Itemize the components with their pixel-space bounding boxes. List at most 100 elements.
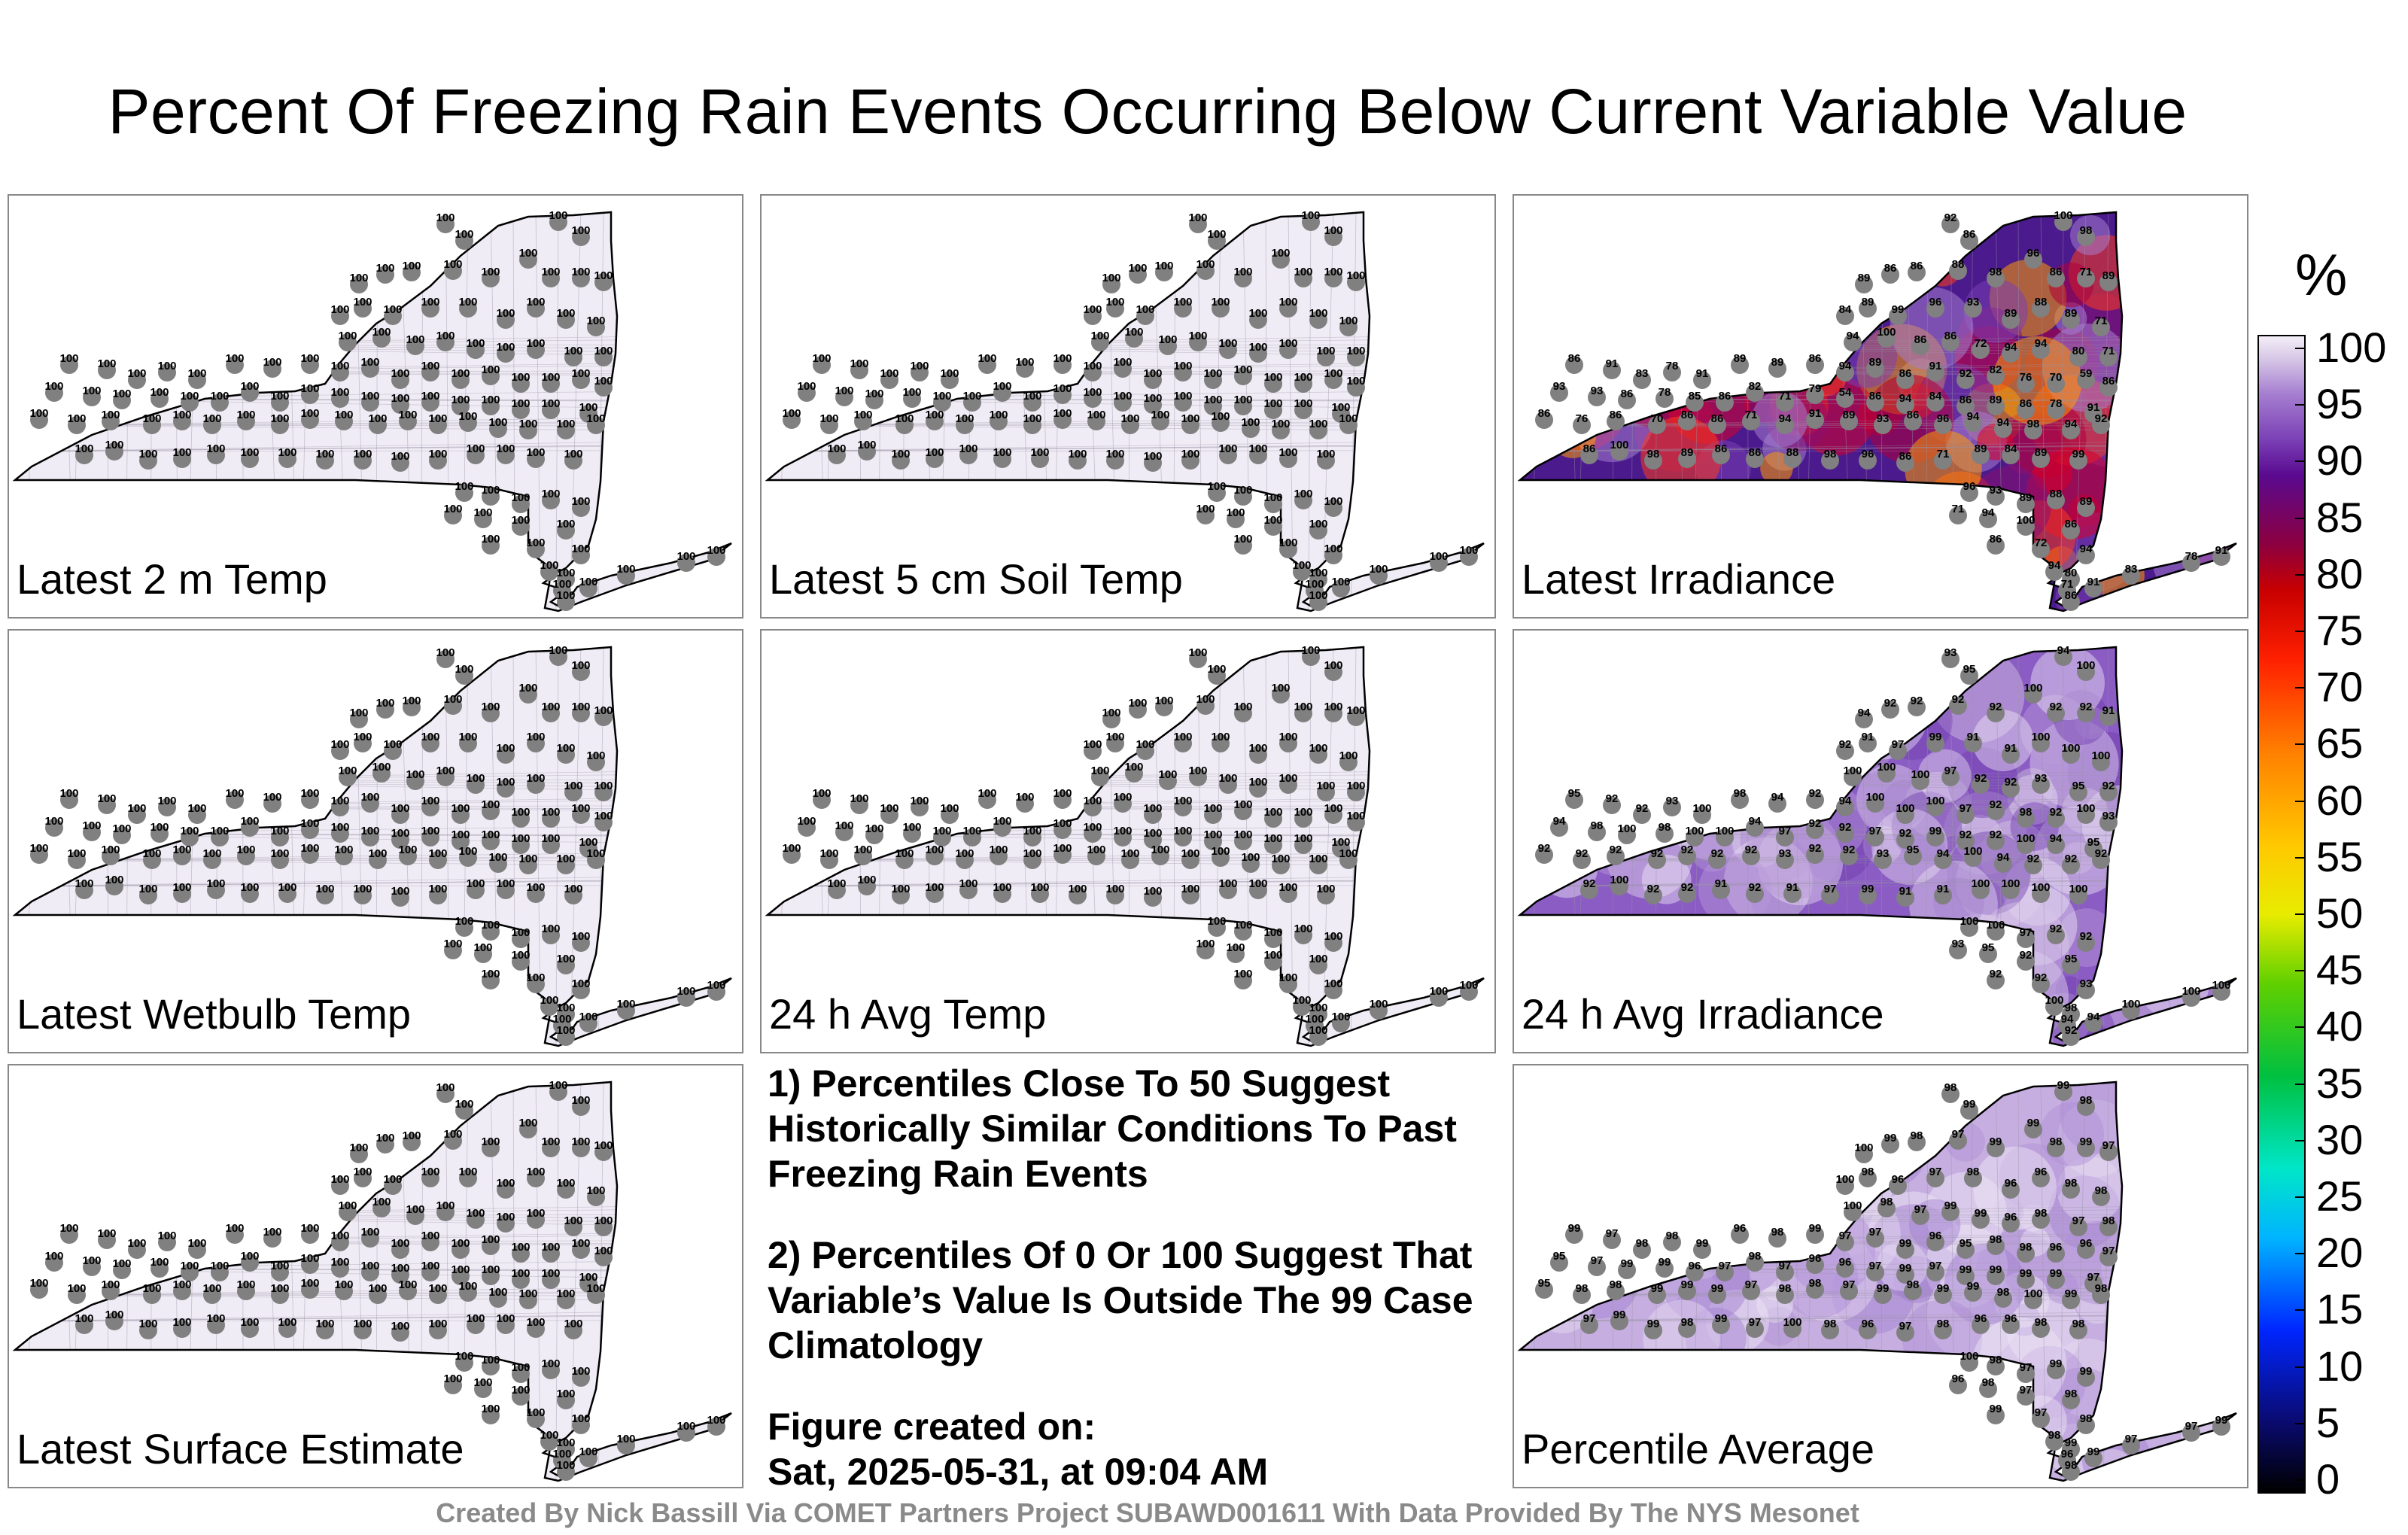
- station-marker: [241, 885, 259, 903]
- station-value: 100: [59, 787, 78, 800]
- station-value: 93: [1666, 795, 1679, 807]
- station-value: 100: [29, 842, 48, 855]
- station-marker: [527, 1211, 545, 1229]
- station-marker: [1768, 795, 1786, 813]
- station-value: 98: [1990, 1233, 2002, 1246]
- station-marker: [1911, 337, 1929, 355]
- station-value: 100: [1294, 488, 1312, 500]
- station-marker: [1181, 886, 1199, 904]
- station-marker: [1972, 341, 1990, 359]
- station-value: 98: [1771, 1226, 1784, 1239]
- station-marker: [542, 375, 560, 393]
- station-marker: [489, 1290, 507, 1308]
- station-value: 100: [1715, 825, 1734, 837]
- station-marker: [2099, 1218, 2118, 1236]
- station-value: 100: [481, 1354, 500, 1366]
- station-value: 84: [1929, 390, 1942, 403]
- station-marker: [1934, 416, 1952, 434]
- station-value: 98: [1824, 1318, 1837, 1330]
- station-value: 100: [353, 448, 372, 460]
- station-value: 100: [1617, 822, 1636, 835]
- station-value: 94: [2048, 559, 2061, 572]
- station-marker: [1144, 806, 1162, 824]
- station-value: 98: [2065, 1177, 2078, 1190]
- station-value: 100: [1294, 832, 1312, 845]
- station-marker: [587, 416, 605, 434]
- station-value: 100: [2076, 802, 2095, 815]
- station-value: 92: [2065, 1024, 2078, 1037]
- station-value: 97: [2020, 1361, 2033, 1374]
- station-value: 91: [1786, 881, 1799, 894]
- station-value: 100: [383, 1173, 402, 1186]
- station-marker: [301, 821, 319, 839]
- station-value: 100: [1068, 883, 1087, 895]
- station-marker: [1926, 299, 1944, 318]
- station-marker: [926, 450, 944, 468]
- station-value: 94: [1749, 815, 1762, 828]
- station-marker: [1249, 446, 1267, 464]
- station-value: 100: [1346, 375, 1365, 388]
- station-marker: [572, 806, 590, 824]
- colorbar-tick-mark: [2295, 1422, 2306, 1424]
- station-marker: [68, 851, 86, 869]
- station-marker: [459, 1284, 477, 1302]
- station-marker: [271, 1263, 289, 1281]
- station-marker: [421, 1169, 439, 1187]
- station-marker: [421, 1263, 439, 1281]
- station-marker: [2024, 685, 2042, 704]
- station-value: 92: [2027, 853, 2040, 865]
- station-marker: [1859, 299, 1877, 318]
- station-value: 86: [1809, 352, 1822, 365]
- station-value: 92: [1610, 843, 1622, 856]
- station-value: 100: [541, 1135, 560, 1148]
- station-marker: [2182, 1424, 2200, 1442]
- station-value: 100: [571, 802, 590, 815]
- station-marker: [1339, 416, 1358, 434]
- station-value: 89: [1990, 394, 2002, 406]
- station-value: 93: [1591, 385, 1604, 397]
- station-value: 93: [1553, 380, 1566, 393]
- station-marker: [1212, 734, 1230, 752]
- station-marker: [1840, 412, 1858, 430]
- station-value: 97: [1952, 1128, 1965, 1141]
- station-value: 100: [526, 1316, 545, 1329]
- station-marker: [865, 826, 883, 844]
- station-value: 86: [1899, 367, 1912, 380]
- station-marker: [1877, 330, 1896, 348]
- station-marker: [1234, 367, 1252, 385]
- station-marker: [2122, 567, 2140, 585]
- station-marker: [1783, 885, 1801, 903]
- station-value: 85: [1689, 390, 1701, 403]
- station-value: 100: [526, 772, 545, 785]
- station-marker: [226, 356, 244, 374]
- station-marker: [1084, 307, 1102, 325]
- station-value: 100: [1263, 806, 1282, 819]
- station-marker: [594, 1218, 613, 1236]
- station-value: 100: [210, 1260, 229, 1272]
- station-value: 95: [2072, 780, 2085, 792]
- station-marker: [2077, 1241, 2095, 1259]
- station-marker: [2099, 783, 2118, 801]
- station-marker: [467, 776, 485, 794]
- station-marker: [391, 371, 409, 389]
- station-marker: [45, 819, 63, 837]
- station-value: 100: [526, 536, 545, 549]
- station-value: 97: [2102, 1245, 2115, 1257]
- station-marker: [527, 776, 545, 794]
- station-value: 100: [594, 269, 613, 282]
- station-marker: [1204, 806, 1222, 824]
- station-value: 100: [1143, 827, 1162, 840]
- station-value: 100: [466, 772, 485, 785]
- station-value: 100: [67, 412, 86, 425]
- station-marker: [1208, 232, 1226, 250]
- station-marker: [2077, 1369, 2095, 1387]
- station-value: 92: [1809, 787, 1822, 800]
- station-marker: [158, 363, 176, 381]
- station-value: 99: [1711, 1282, 1724, 1295]
- station-marker: [1896, 806, 1914, 824]
- station-marker: [1151, 847, 1169, 865]
- station-marker: [1347, 273, 1365, 291]
- station-marker: [241, 1254, 259, 1272]
- station-value: 80: [2065, 567, 2078, 579]
- station-marker: [1633, 806, 1651, 824]
